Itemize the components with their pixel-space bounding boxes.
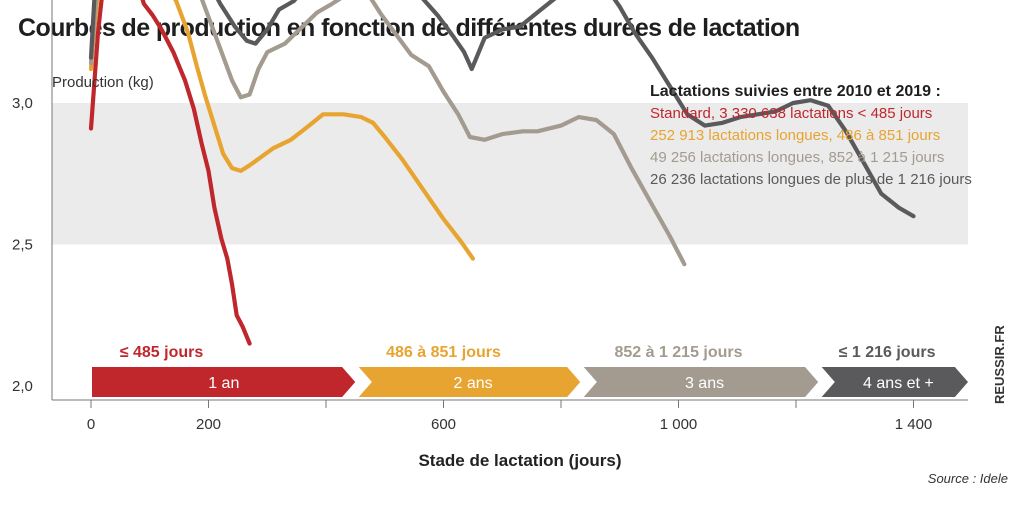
legend-title: Lactations suivies entre 2010 et 2019 : — [650, 83, 941, 100]
legend-entry: 49 256 lactations longues, 852 à 1 215 j… — [650, 149, 944, 166]
source-note: Source : Idele — [928, 471, 1008, 486]
y-tick-label: 2,0 — [12, 378, 33, 395]
series-lines — [88, 0, 916, 346]
duration-arrow-1 — [90, 365, 358, 399]
x-tick-label: 1 400 — [895, 416, 933, 433]
x-axis-label: Stade de lactation (jours) — [418, 451, 621, 470]
series-line-3 — [88, 0, 687, 267]
legend: Lactations suivies entre 2010 et 2019 : S… — [650, 83, 972, 188]
duration-arrow-3 — [579, 365, 821, 399]
x-tick-label: 0 — [87, 416, 95, 433]
duration-label: ≤ 485 jours — [120, 344, 204, 361]
duration-labels: ≤ 485 jours 486 à 851 jours 852 à 1 215 jo… — [120, 344, 936, 361]
duration-arrow-label: 3 ans — [685, 375, 724, 392]
duration-arrows: 1 an 2 ans 3 ans 4 ans et + — [90, 365, 971, 399]
series-line-2 — [88, 0, 475, 261]
series-line-1 — [88, 0, 252, 346]
site-watermark: REUSSIR.FR — [992, 325, 1007, 404]
duration-arrow-label: 1 an — [208, 375, 239, 392]
duration-arrow-label: 4 ans et + — [863, 375, 934, 392]
x-tick-label: 600 — [431, 416, 456, 433]
duration-arrow-label: 2 ans — [453, 375, 492, 392]
legend-entry: 26 236 lactations longues de plus de 1 2… — [650, 171, 972, 188]
grid-band — [52, 103, 968, 245]
duration-arrow-2 — [354, 365, 583, 399]
duration-label: 852 à 1 215 jours — [614, 344, 742, 361]
y-tick-label: 2,5 — [12, 237, 33, 254]
series-line-4 — [88, 0, 916, 219]
chart-title: Courbes de production en fonction de dif… — [18, 14, 800, 42]
grid-bands — [52, 103, 968, 245]
x-tick-label: 1 000 — [660, 416, 698, 433]
duration-arrow-4 — [817, 365, 971, 399]
duration-label: 486 à 851 jours — [386, 344, 501, 361]
x-axis: 0 200 600 1 000 1 400 — [52, 399, 968, 433]
y-axis: 2,02,53,03,54,0 — [12, 0, 53, 400]
duration-label: ≤ 1 216 jours — [839, 344, 936, 361]
legend-entry: Standard, 3 330 638 lactations < 485 jou… — [650, 105, 932, 122]
x-tick-label: 200 — [196, 416, 221, 433]
y-tick-label: 3,0 — [12, 95, 33, 112]
legend-entry: 252 913 lactations longues, 486 à 851 jo… — [650, 127, 940, 144]
y-axis-label: Production (kg) — [52, 74, 154, 91]
